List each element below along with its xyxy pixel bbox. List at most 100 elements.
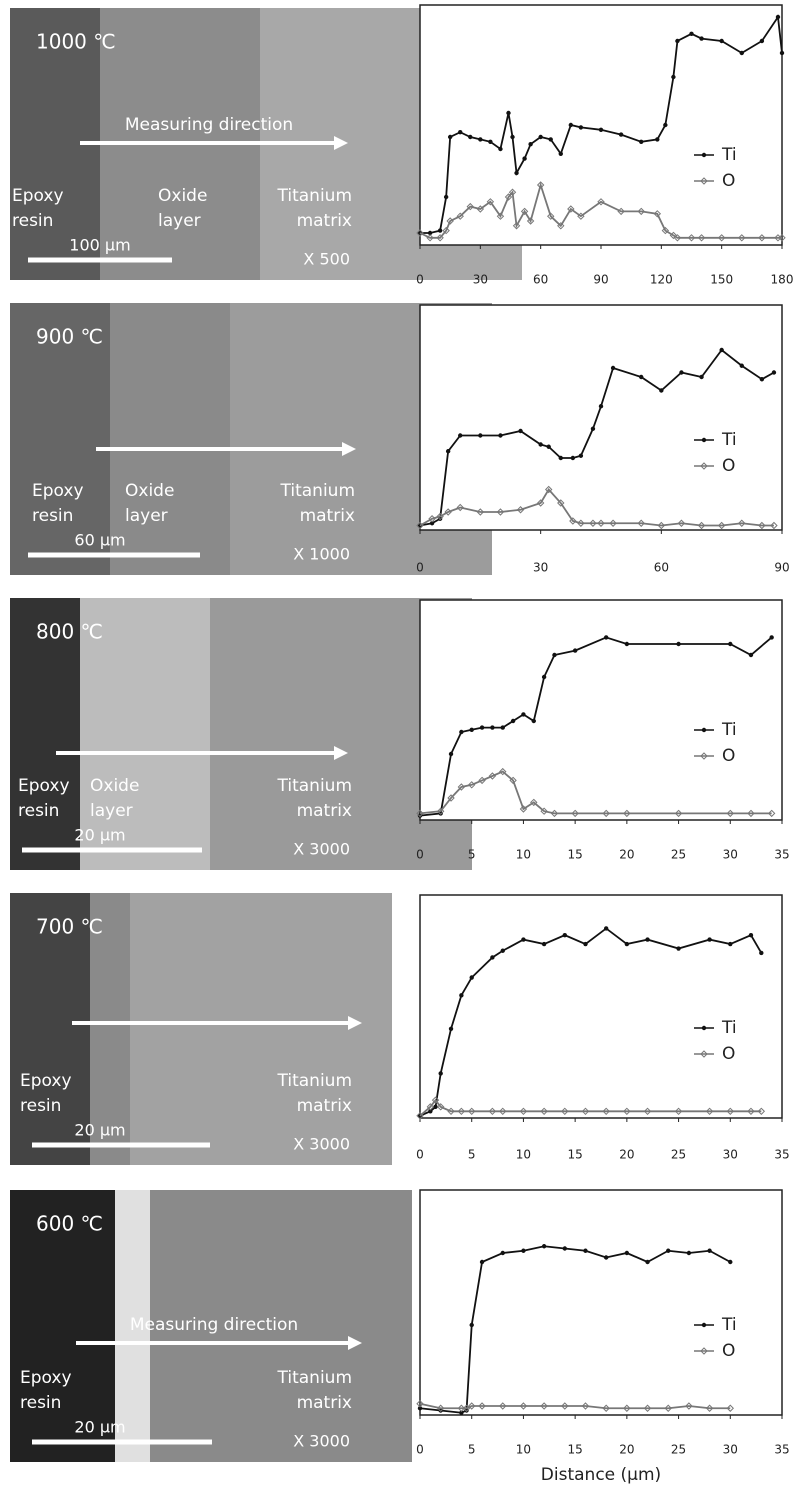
data-point — [500, 725, 505, 730]
legend-label: Ti — [721, 145, 737, 165]
data-point — [476, 205, 485, 213]
data-point — [747, 809, 755, 818]
magnification: X 3000 — [293, 1432, 350, 1451]
arrow-head — [334, 746, 348, 760]
temperature: 700 ℃ — [36, 915, 103, 939]
series-line — [419, 1098, 762, 1117]
data-point — [499, 767, 507, 776]
scale-label: 20 μm — [74, 1418, 125, 1437]
data-point — [671, 74, 676, 80]
data-point — [597, 519, 605, 527]
magnification: X 3000 — [293, 1135, 350, 1154]
data-point — [689, 31, 694, 36]
x-tick-label: 15 — [568, 848, 583, 862]
data-point — [687, 234, 696, 242]
region-label: Titanium — [280, 481, 356, 501]
x-tick-label: 30 — [723, 848, 738, 862]
x-tick-label: 0 — [416, 561, 424, 575]
data-point — [759, 38, 765, 44]
data-point — [707, 1248, 712, 1253]
data-point — [675, 38, 680, 44]
data-point — [510, 134, 515, 140]
sem-region — [150, 1190, 412, 1462]
region-label: resin — [18, 801, 59, 821]
data-point — [637, 519, 645, 527]
data-point — [603, 1255, 609, 1260]
data-point — [769, 635, 774, 640]
region-label: resin — [20, 1393, 61, 1413]
x-tick-label: 15 — [568, 1148, 583, 1162]
data-point — [661, 226, 670, 235]
data-point — [577, 519, 585, 527]
data-point — [609, 519, 617, 527]
sem-region — [10, 303, 110, 575]
data-point — [748, 932, 754, 938]
legend-marker — [700, 462, 708, 470]
x-tick-label: 0 — [416, 273, 424, 287]
data-point — [726, 809, 734, 818]
x-tick-label: 25 — [671, 848, 686, 862]
data-point — [445, 449, 451, 454]
data-point — [540, 807, 548, 815]
temperature: 1000 ℃ — [36, 30, 116, 54]
data-point — [679, 370, 684, 375]
data-point — [666, 1248, 671, 1253]
data-point — [643, 1404, 652, 1412]
arrow-head — [348, 1016, 362, 1030]
data-point — [447, 134, 453, 140]
data-point — [426, 234, 434, 242]
x-tick-label: 25 — [671, 1148, 686, 1162]
legend-label: Ti — [721, 1315, 737, 1335]
direction-label: Measuring direction — [130, 1315, 298, 1335]
data-point — [520, 207, 529, 216]
data-point — [623, 1404, 631, 1412]
data-point — [726, 1404, 734, 1412]
legend-label: O — [722, 456, 735, 476]
region-label: Epoxy — [20, 1368, 72, 1388]
data-point — [436, 512, 444, 521]
data-point — [758, 521, 766, 530]
x-tick-label: 10 — [516, 848, 531, 862]
scale-label: 60 μm — [74, 531, 125, 550]
plot-frame — [419, 1189, 783, 1416]
data-point — [547, 212, 555, 220]
data-point — [476, 508, 485, 516]
scale-label: 20 μm — [74, 826, 125, 845]
arrow-head — [334, 136, 348, 150]
x-tick-label: 20 — [619, 1443, 634, 1457]
data-point — [623, 1107, 631, 1116]
data-point — [578, 125, 584, 130]
region-label: layer — [125, 506, 168, 526]
data-point — [726, 1107, 734, 1116]
data-point — [655, 137, 660, 142]
data-point — [504, 193, 513, 201]
data-point — [443, 194, 449, 200]
data-point — [528, 142, 533, 147]
data-point — [427, 230, 433, 236]
data-point — [562, 1246, 567, 1251]
data-point — [479, 725, 485, 730]
data-point — [778, 234, 786, 242]
data-point — [673, 234, 682, 242]
legend-marker — [701, 437, 707, 443]
data-point — [686, 1250, 692, 1256]
data-point — [459, 1410, 464, 1415]
sem-region — [130, 893, 392, 1165]
data-point — [478, 433, 483, 438]
region-label: matrix — [297, 211, 352, 231]
x-tick-label: 30 — [723, 1443, 738, 1457]
data-point — [540, 1402, 548, 1410]
data-point — [526, 217, 535, 225]
data-point — [567, 205, 575, 213]
series-line — [420, 14, 783, 234]
data-point — [431, 1096, 440, 1104]
x-tick-label: 0 — [416, 848, 424, 862]
data-point — [548, 137, 553, 142]
data-point — [602, 1404, 610, 1412]
data-point — [699, 36, 704, 41]
data-point — [416, 229, 424, 237]
temperature: 600 ℃ — [36, 1212, 103, 1236]
data-point — [456, 212, 464, 220]
region-label: Titanium — [277, 1368, 353, 1388]
data-point — [490, 955, 495, 960]
